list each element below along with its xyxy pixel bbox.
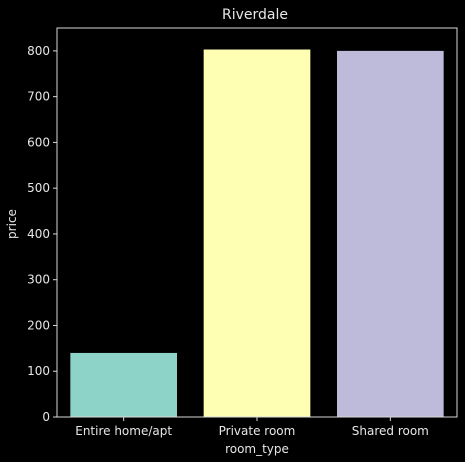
x-axis-label: room_type bbox=[225, 442, 289, 456]
y-tick-label: 300 bbox=[27, 273, 50, 287]
y-tick-label: 600 bbox=[27, 135, 50, 149]
x-tick-label: Shared room bbox=[352, 424, 429, 438]
y-tick-label: 100 bbox=[27, 364, 50, 378]
bar-private-room bbox=[204, 50, 311, 417]
y-tick-label: 400 bbox=[27, 227, 50, 241]
y-tick-label: 800 bbox=[27, 44, 50, 58]
bar-entire-home-apt bbox=[70, 353, 177, 417]
y-tick-label: 700 bbox=[27, 90, 50, 104]
chart-title: Riverdale bbox=[222, 7, 288, 23]
y-tick-label: 500 bbox=[27, 181, 50, 195]
x-axis: Entire home/apt Private room Shared room bbox=[75, 417, 429, 438]
x-tick-label: Entire home/apt bbox=[75, 424, 172, 438]
bar-shared-room bbox=[337, 51, 444, 417]
y-tick-label: 200 bbox=[27, 318, 50, 332]
y-tick-label: 0 bbox=[42, 410, 50, 424]
y-axis-label: price bbox=[5, 209, 19, 239]
y-axis: 0 100 200 300 400 500 600 700 800 bbox=[27, 44, 57, 424]
x-tick-label: Private room bbox=[219, 424, 296, 438]
bars-group bbox=[70, 50, 443, 417]
